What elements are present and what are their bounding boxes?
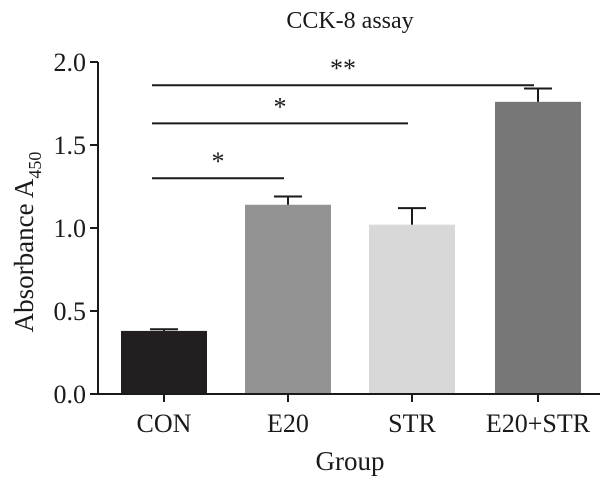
bar-con	[121, 330, 207, 394]
error-bars-layer	[150, 87, 552, 331]
y-tick-label: 1.5	[54, 131, 87, 160]
significance-layer: ****	[152, 54, 534, 180]
significance-label-2: *	[274, 92, 287, 121]
svg-text:Absorbance A450: Absorbance A450	[9, 152, 45, 333]
y-tick-label: 0.0	[54, 380, 87, 409]
y-tick-label: 1.0	[54, 214, 87, 243]
x-tick-label: E20+STR	[486, 409, 591, 438]
significance-label-3: **	[330, 54, 356, 83]
bars-layer	[121, 101, 581, 394]
bar-str	[369, 224, 455, 394]
y-tick-label: 0.5	[54, 297, 87, 326]
significance-label-1: *	[212, 147, 225, 176]
x-tick-label: CON	[137, 409, 192, 438]
bar-e20-str	[495, 101, 581, 394]
y-axis-title: Absorbance A450	[9, 152, 45, 333]
y-tick-label: 2.0	[54, 48, 87, 77]
axes-layer: 0.0 0.5 1.0 1.5 2.0 CON E20 STR E20+STR	[54, 48, 600, 438]
x-tick-label: E20	[267, 409, 309, 438]
bar-e20	[245, 204, 331, 394]
y-axis-title-subscript: 450	[25, 152, 45, 179]
y-axis-title-text: Absorbance A	[9, 178, 39, 332]
x-axis-title: Group	[316, 446, 385, 476]
chart-title: CCK-8 assay	[286, 8, 413, 34]
x-tick-label: STR	[388, 409, 436, 438]
